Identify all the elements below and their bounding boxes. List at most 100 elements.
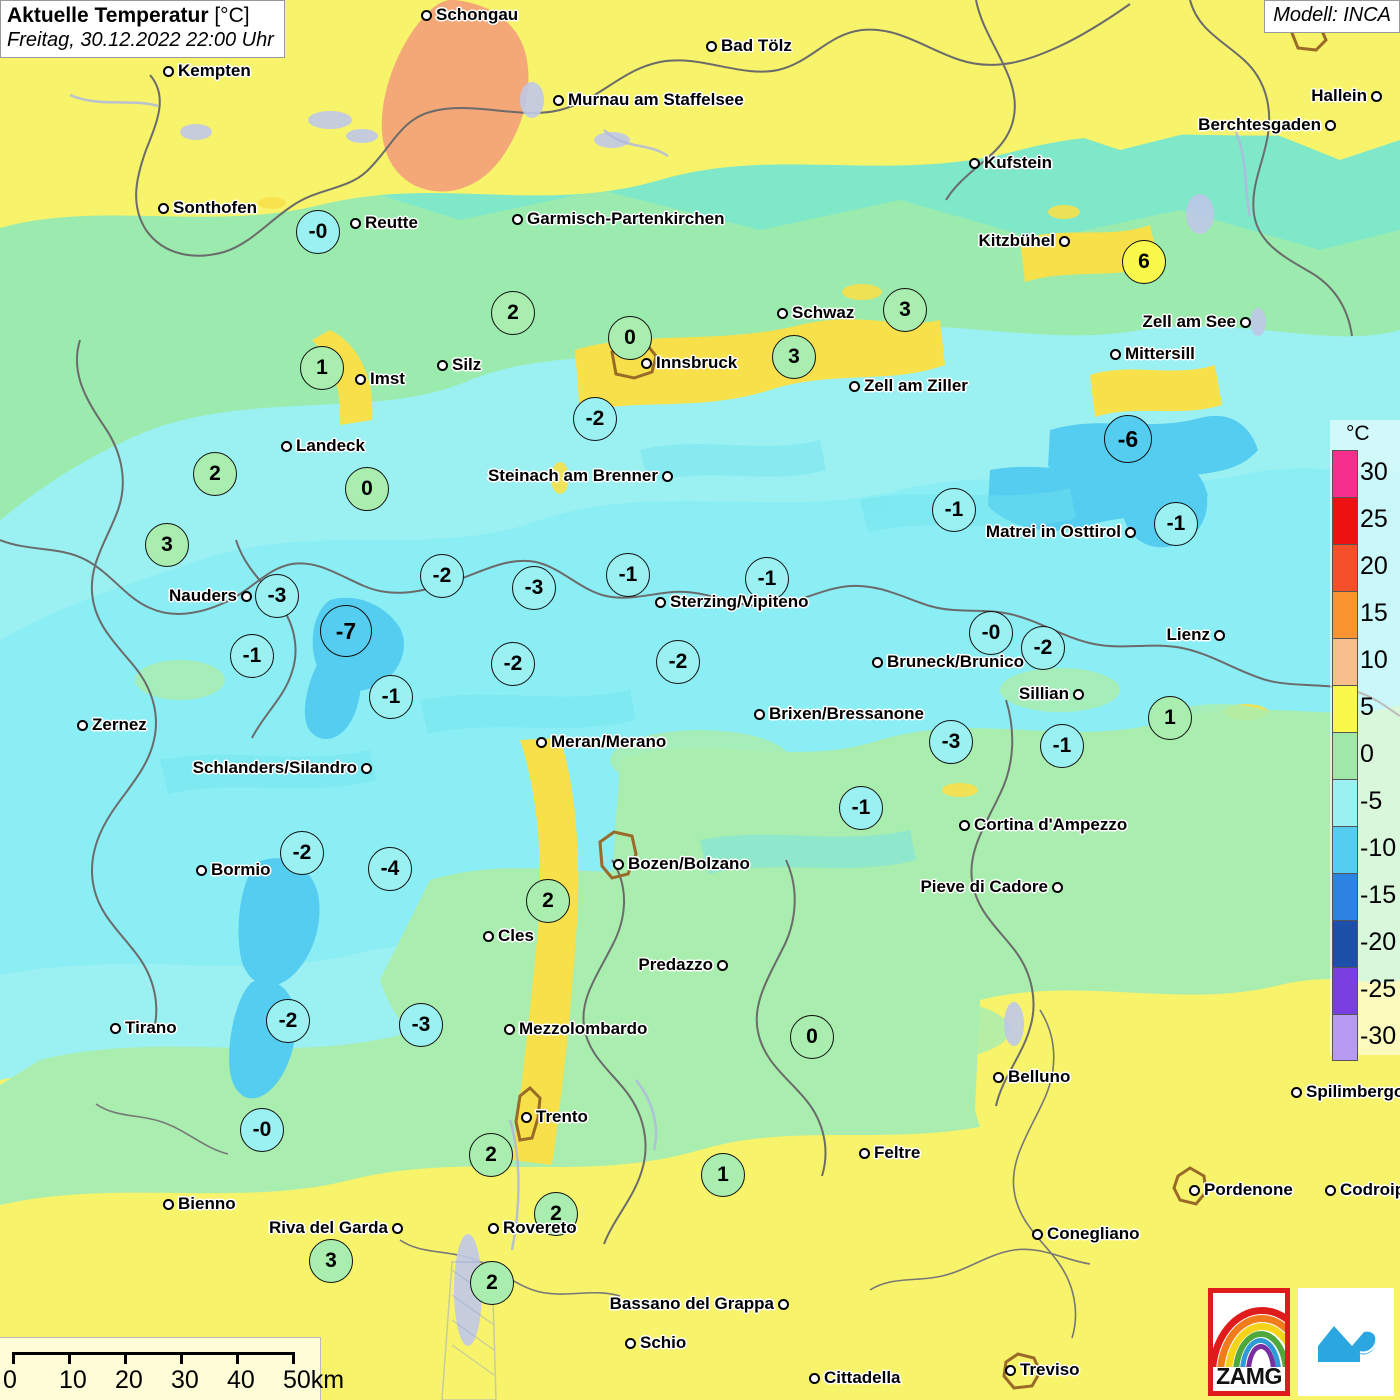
city-label: Garmisch-Partenkirchen: [512, 209, 724, 229]
station-marker[interactable]: 3: [772, 335, 816, 379]
station-marker[interactable]: -1: [1154, 502, 1198, 546]
station-marker[interactable]: -1: [1040, 724, 1084, 768]
station-marker[interactable]: -2: [573, 397, 617, 441]
colorbar-cell: [1332, 873, 1358, 920]
city-dot-icon: [1059, 235, 1070, 247]
station-marker[interactable]: -1: [606, 553, 650, 597]
city-name: Innsbruck: [656, 353, 738, 372]
scale-bar: 0 10 20 30 40 50km: [0, 1337, 344, 1400]
city-label: Predazzo: [0, 955, 728, 975]
city-label: Schongau: [421, 5, 518, 25]
station-marker[interactable]: -6: [1104, 415, 1152, 463]
station-marker[interactable]: -2: [280, 831, 324, 875]
station-marker[interactable]: 3: [145, 523, 189, 567]
city-label: Bassano del Grappa: [0, 1294, 789, 1314]
city-dot-icon: [959, 819, 970, 831]
colorbar-strip: [1332, 450, 1358, 1061]
station-marker[interactable]: 2: [534, 1192, 578, 1236]
city-dot-icon: [158, 202, 169, 214]
scale-tick-icon: [180, 1352, 183, 1364]
station-marker[interactable]: 0: [608, 316, 652, 360]
scale-tick-icon: [124, 1352, 127, 1364]
city-dot-icon: [778, 1298, 789, 1310]
city-label: Sillian: [0, 684, 1084, 704]
city-dot-icon: [1110, 348, 1121, 360]
station-marker[interactable]: -1: [230, 634, 274, 678]
city-name: Reutte: [365, 213, 418, 232]
city-label: Tirano: [110, 1018, 177, 1038]
station-marker[interactable]: -0: [296, 210, 340, 254]
scale-tick-label: 30: [171, 1366, 199, 1394]
city-label: Mittersill: [1110, 344, 1195, 364]
city-label: Schlanders/Silandro: [0, 758, 372, 778]
colorbar-tick-label: 10: [1360, 646, 1388, 674]
model-box: Modell: INCA: [1264, 0, 1400, 33]
station-marker[interactable]: -0: [240, 1108, 284, 1152]
city-label: Innsbruck: [641, 353, 737, 373]
colorbar-cell: [1332, 450, 1358, 497]
colorbar-cell: [1332, 826, 1358, 873]
city-dot-icon: [437, 359, 448, 371]
colorbar-cell: [1332, 732, 1358, 779]
station-marker[interactable]: 3: [883, 288, 927, 332]
station-marker[interactable]: 3: [309, 1239, 353, 1283]
station-marker[interactable]: -2: [1021, 626, 1065, 670]
station-marker[interactable]: -1: [745, 557, 789, 601]
station-marker[interactable]: 1: [300, 346, 344, 390]
city-dot-icon: [355, 373, 366, 385]
city-name: Feltre: [874, 1143, 921, 1162]
colorbar-tick-label: -5: [1360, 787, 1383, 815]
station-marker[interactable]: 2: [469, 1133, 513, 1177]
station-marker[interactable]: 0: [345, 467, 389, 511]
scale-tick-label: 10: [59, 1366, 87, 1394]
colorbar-tick-label: -10: [1360, 834, 1397, 862]
station-marker[interactable]: -2: [266, 999, 310, 1043]
station-marker[interactable]: -3: [399, 1003, 443, 1047]
city-name: Steinach am Brenner: [487, 466, 658, 485]
station-marker[interactable]: -3: [929, 720, 973, 764]
city-name: Kempten: [178, 61, 251, 80]
zamg-logo: ZAMG: [1208, 1288, 1290, 1396]
city-name: Bormio: [211, 860, 271, 879]
city-label: Rovereto: [488, 1218, 577, 1238]
city-label: Bormio: [196, 860, 271, 880]
station-marker[interactable]: -1: [369, 675, 413, 719]
station-marker[interactable]: 2: [526, 879, 570, 923]
city-dot-icon: [1073, 688, 1084, 700]
station-marker[interactable]: 1: [1148, 696, 1192, 740]
colorbar-tick-label: 5: [1360, 693, 1374, 721]
station-marker[interactable]: 0: [790, 1015, 834, 1059]
station-marker[interactable]: 2: [193, 452, 237, 496]
city-label: Pieve di Cadore: [0, 877, 1063, 897]
station-marker[interactable]: -1: [839, 786, 883, 830]
station-marker[interactable]: 1: [701, 1153, 745, 1197]
colorbar-tick-label: -15: [1360, 881, 1397, 909]
station-marker[interactable]: -4: [368, 847, 412, 891]
station-marker[interactable]: -3: [255, 574, 299, 618]
station-marker[interactable]: -1: [932, 488, 976, 532]
colorbar-tick-label: -25: [1360, 975, 1397, 1003]
scale-tick-label: 20: [115, 1366, 143, 1394]
colorbar-cell: [1332, 685, 1358, 732]
station-marker[interactable]: -2: [491, 642, 535, 686]
city-label: Cortina d'Ampezzo: [959, 815, 1127, 835]
station-marker[interactable]: -2: [656, 640, 700, 684]
station-marker[interactable]: -3: [512, 566, 556, 610]
map-title: Aktuelle Temperatur [°C]: [7, 4, 274, 29]
city-dot-icon: [1032, 1228, 1043, 1240]
station-marker[interactable]: 6: [1122, 240, 1166, 284]
station-marker[interactable]: 2: [470, 1261, 514, 1305]
city-dot-icon: [859, 1147, 870, 1159]
station-marker[interactable]: -7: [320, 605, 372, 657]
station-marker[interactable]: 2: [491, 291, 535, 335]
colorbar-tick-label: -30: [1360, 1022, 1397, 1050]
city-dot-icon: [350, 217, 361, 229]
station-marker[interactable]: -0: [969, 611, 1013, 655]
city-label: Bad Tölz: [706, 36, 792, 56]
scale-tick-label: 0: [3, 1366, 17, 1394]
city-dot-icon: [706, 40, 717, 52]
station-marker[interactable]: -2: [420, 554, 464, 598]
city-label: Cittadella: [809, 1368, 901, 1388]
colorbar-cell: [1332, 779, 1358, 826]
